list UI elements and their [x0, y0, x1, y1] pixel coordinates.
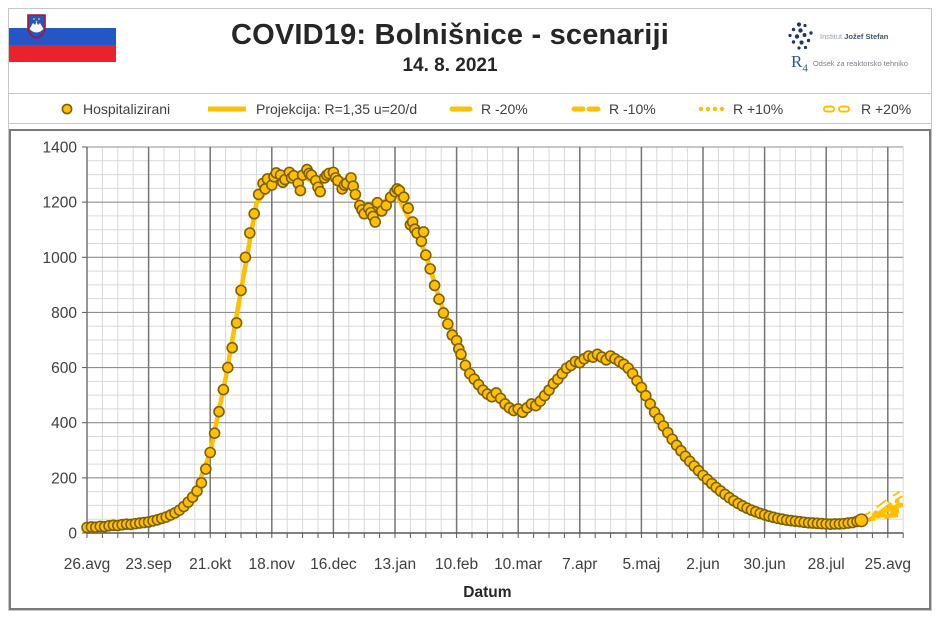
data-point	[397, 191, 410, 203]
legend-label: R -10%	[609, 100, 656, 117]
projection-line	[84, 172, 904, 530]
ijs-dots-icon	[788, 22, 813, 50]
data-point	[200, 463, 212, 475]
legend-item-hospitalizirani: Hospitalizirani	[59, 94, 170, 123]
legend-marker-circle-icon	[61, 103, 73, 114]
legend-label: Hospitalizirani	[83, 100, 171, 117]
legend-marker-hollow-dash-icon	[823, 105, 850, 112]
legend-item-r-plus-10: R +10%	[697, 94, 783, 123]
data-point	[213, 405, 225, 418]
data-point	[402, 202, 415, 215]
x-axis-label: 28.jul	[808, 556, 845, 573]
x-axis-label: 23.sep	[125, 556, 172, 573]
y-axis-label: 400	[51, 415, 77, 432]
data-point	[419, 249, 432, 261]
x-axis-label: 30.jun	[743, 556, 785, 573]
coat-of-arms-icon	[27, 14, 46, 39]
y-axis-label: 800	[51, 305, 77, 322]
y-axis-label: 1200	[43, 195, 78, 212]
data-point	[854, 513, 869, 528]
x-axis-label: 26.avg	[64, 556, 111, 573]
x-axis-label: 10.feb	[435, 556, 478, 573]
data-point	[248, 207, 260, 220]
data-point	[437, 307, 450, 319]
data-point	[244, 227, 256, 239]
x-axis-label: 13.jan	[374, 556, 416, 573]
data-point	[428, 279, 441, 292]
data-point	[314, 185, 327, 198]
legend-label: R +10%	[733, 100, 784, 117]
legend-item-r-minus-10: R -10%	[571, 94, 656, 123]
x-axis-label: 18.nov	[249, 556, 296, 573]
chart-page: COVID19: Bolnišnice - scenariji 14. 8. 2…	[8, 8, 932, 611]
legend-marker-long-dash-icon	[449, 106, 473, 111]
data-point	[235, 284, 247, 297]
legend-item-r-minus-20: R -20%	[449, 94, 528, 123]
data-point	[417, 226, 430, 238]
page-date: 14. 8. 2021	[402, 55, 498, 76]
legend-marker-dot-icon	[698, 106, 725, 111]
x-axis-title: Datum	[463, 584, 511, 601]
legend-label: R +20%	[861, 100, 912, 117]
x-axis-label: 10.mar	[494, 556, 542, 573]
y-axis-label: 1000	[43, 250, 78, 267]
data-point	[195, 477, 208, 489]
data-point	[230, 317, 243, 329]
title-block: COVID19: Bolnišnice - scenariji 14. 8. 2…	[129, 19, 771, 77]
data-point	[424, 263, 437, 275]
y-axis-label: 1400	[43, 140, 78, 157]
page-title: COVID19: Bolnišnice - scenariji	[230, 19, 670, 51]
plot-area: 0 200 400 600 800 1000 1200 1400 26.avg 23.sep 21.…	[9, 129, 931, 610]
r4-icon: R4	[791, 52, 808, 75]
x-axis-label: 7.apr	[562, 556, 597, 573]
ijs-logo: Institut Jožef Stefan R4 Odsek za reakto…	[787, 21, 929, 74]
institute-name: Institut Jožef Stefan	[820, 31, 889, 41]
data-point	[441, 318, 454, 330]
legend: Hospitalizirani Projekcija: R=1,35 u=20/…	[9, 93, 931, 124]
data-point	[294, 184, 307, 197]
header: COVID19: Bolnišnice - scenariji 14. 8. 2…	[9, 9, 931, 93]
data-point	[217, 383, 230, 396]
y-axis-label: 200	[51, 470, 77, 487]
data-point	[222, 361, 234, 374]
legend-marker-solid-line-icon	[208, 106, 246, 111]
data-point	[369, 216, 382, 228]
x-axis-label: 2.jun	[686, 556, 720, 573]
data-point	[349, 188, 362, 201]
data-point	[204, 446, 216, 459]
data-point	[226, 341, 238, 354]
x-axis-label: 5.maj	[622, 556, 660, 573]
x-axis-label: 25.avg	[865, 556, 912, 573]
legend-marker-dash-icon	[571, 106, 601, 111]
data-point	[239, 251, 252, 264]
legend-item-r-plus-20: R +20%	[821, 94, 911, 123]
legend-label: R -20%	[481, 100, 528, 117]
department-name: Odsek za reaktorsko tehniko	[812, 59, 908, 69]
y-axis-label: 0	[68, 526, 77, 543]
x-axis-label: 16.dec	[310, 556, 357, 573]
data-point	[208, 427, 221, 439]
chart-svg: 0 200 400 600 800 1000 1200 1400 26.avg 23.sep 21.…	[43, 140, 912, 602]
y-axis-label: 600	[51, 360, 77, 377]
slovenia-flag	[9, 11, 116, 62]
legend-label: Projekcija: R=1,35 u=20/d	[256, 100, 418, 117]
legend-item-projekcija: Projekcija: R=1,35 u=20/d	[206, 94, 417, 123]
scenario-line-rplus20%-inner	[860, 492, 902, 522]
data-point	[415, 235, 428, 248]
data-point	[455, 348, 467, 361]
flag-red-stripe	[9, 45, 116, 62]
x-axis-label: 21.okt	[189, 556, 232, 573]
data-point	[433, 293, 445, 305]
